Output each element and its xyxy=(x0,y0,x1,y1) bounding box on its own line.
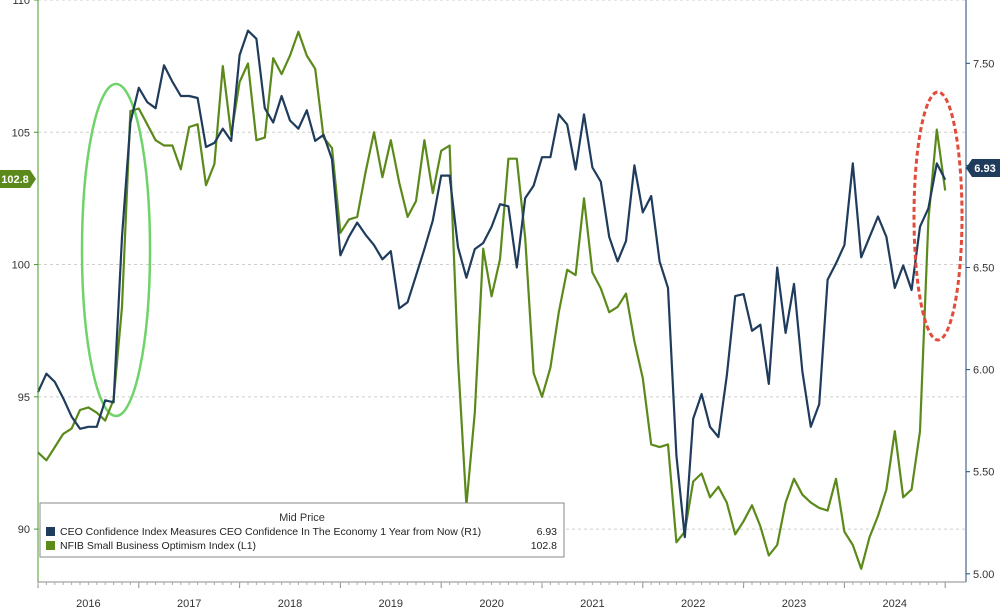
x-tick-label: 2017 xyxy=(177,598,201,610)
legend-value-ceo: 6.93 xyxy=(537,526,558,538)
x-tick-label: 2021 xyxy=(580,598,604,610)
right-tick-label: 7.50 xyxy=(973,58,994,70)
highlight-ellipse-2024 xyxy=(912,90,964,342)
series-line-ceo xyxy=(36,29,947,539)
right-tick-label: 6.50 xyxy=(973,263,994,275)
left-tick-label: 90 xyxy=(18,524,30,536)
x-tick-label: 2019 xyxy=(379,598,403,610)
right-last-tag: 6.93 xyxy=(966,159,1000,177)
left-tick-label: 95 xyxy=(18,392,30,404)
left-last-tag-box xyxy=(0,170,30,188)
right-axis-ticks: 5.005.506.006.507.007.50 xyxy=(966,58,994,581)
legend: Mid Price CEO Confidence Index Measures … xyxy=(39,502,565,558)
x-axis-ticks: 2016 2017 2018 2019 2020 2021 2022 2023 2024 xyxy=(37,582,946,610)
right-tick-label: 5.00 xyxy=(973,569,994,581)
x-tick-label: 2016 xyxy=(76,598,100,610)
right-tick-label: 6.00 xyxy=(973,365,994,377)
x-tick-label: 2024 xyxy=(883,598,907,610)
x-tick-label: 2022 xyxy=(681,598,705,610)
legend-box xyxy=(39,502,565,558)
left-last-tag-text: 102.8 xyxy=(1,174,29,186)
legend-swatch-ceo xyxy=(46,527,55,536)
legend-value-nfib: 102.8 xyxy=(531,540,557,552)
series-layer xyxy=(36,29,947,570)
right-tick-label: 5.50 xyxy=(973,467,994,479)
left-axis-ticks: 90 95 100 105 110 xyxy=(12,0,38,536)
legend-label-nfib: NFIB Small Business Optimism Index (L1) xyxy=(60,540,256,552)
left-tick-label: 100 xyxy=(12,260,30,272)
highlight-ellipse-2016 xyxy=(80,82,152,418)
series-line-nfib xyxy=(37,30,947,570)
left-tick-label: 110 xyxy=(12,0,30,7)
x-tick-label: 2020 xyxy=(479,598,503,610)
annotations xyxy=(80,82,152,418)
legend-label-ceo: CEO Confidence Index Measures CEO Confid… xyxy=(60,526,481,538)
right-last-tag-text: 6.93 xyxy=(974,163,995,175)
x-tick-label: 2023 xyxy=(782,598,806,610)
left-last-tag: 102.8 xyxy=(0,170,36,188)
legend-swatch-nfib xyxy=(46,541,55,550)
annotations-top xyxy=(912,90,964,342)
right-last-tag-box xyxy=(966,159,1000,177)
x-tick-label: 2018 xyxy=(278,598,302,610)
legend-title: Mid Price xyxy=(279,512,325,524)
left-last-tag-pointer xyxy=(30,170,36,188)
left-tick-label: 105 xyxy=(12,127,30,139)
